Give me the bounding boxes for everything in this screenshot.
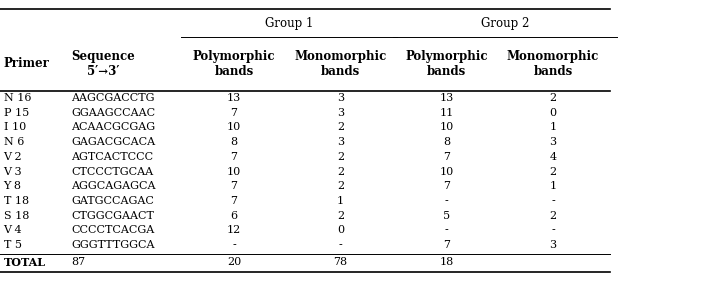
Text: 7: 7 (230, 152, 238, 162)
Text: 3: 3 (549, 240, 557, 250)
Text: 7: 7 (230, 108, 238, 118)
Text: T 18: T 18 (4, 196, 28, 206)
Text: S 18: S 18 (4, 211, 29, 221)
Text: 6: 6 (230, 211, 238, 221)
Text: -: - (445, 225, 449, 236)
Text: N 6: N 6 (4, 137, 24, 147)
Text: 7: 7 (230, 196, 238, 206)
Text: Monomorphic
bands: Monomorphic bands (507, 50, 599, 78)
Text: -: - (338, 240, 342, 250)
Text: 11: 11 (440, 108, 454, 118)
Text: -: - (445, 196, 449, 206)
Text: Group 1: Group 1 (264, 17, 313, 29)
Text: GGAAGCCAAC: GGAAGCCAAC (71, 108, 155, 118)
Text: V 3: V 3 (4, 167, 22, 177)
Text: 2: 2 (549, 167, 557, 177)
Text: AGGCAGAGCA: AGGCAGAGCA (71, 181, 155, 191)
Text: Group 2: Group 2 (481, 17, 530, 29)
Text: 2: 2 (337, 181, 344, 191)
Text: 3: 3 (337, 137, 344, 147)
Text: 87: 87 (71, 257, 85, 267)
Text: Polymorphic
bands: Polymorphic bands (193, 50, 275, 78)
Text: 12: 12 (227, 225, 241, 236)
Text: V 2: V 2 (4, 152, 22, 162)
Text: TOTAL: TOTAL (4, 257, 45, 268)
Text: 10: 10 (440, 122, 454, 132)
Text: V 4: V 4 (4, 225, 22, 236)
Text: 7: 7 (443, 240, 450, 250)
Text: 3: 3 (337, 93, 344, 103)
Text: 10: 10 (440, 167, 454, 177)
Text: 2: 2 (549, 211, 557, 221)
Text: 1: 1 (549, 122, 557, 132)
Text: 8: 8 (230, 137, 238, 147)
Text: 18: 18 (440, 257, 454, 267)
Text: CTGGCGAACT: CTGGCGAACT (71, 211, 154, 221)
Text: CTCCCTGCAA: CTCCCTGCAA (71, 167, 153, 177)
Text: 2: 2 (549, 93, 557, 103)
Text: AGTCACTCCC: AGTCACTCCC (71, 152, 153, 162)
Text: N 16: N 16 (4, 93, 31, 103)
Text: Monomorphic
bands: Monomorphic bands (294, 50, 386, 78)
Text: I 10: I 10 (4, 122, 26, 132)
Text: P 15: P 15 (4, 108, 29, 118)
Text: 2: 2 (337, 167, 344, 177)
Text: 10: 10 (227, 167, 241, 177)
Text: 0: 0 (549, 108, 557, 118)
Text: 20: 20 (227, 257, 241, 267)
Text: Y 8: Y 8 (4, 181, 21, 191)
Text: -: - (551, 196, 555, 206)
Text: AAGCGACCTG: AAGCGACCTG (71, 93, 155, 103)
Text: CCCCTCACGA: CCCCTCACGA (71, 225, 154, 236)
Text: 13: 13 (440, 93, 454, 103)
Text: 2: 2 (337, 122, 344, 132)
Text: GGGTTTGGCA: GGGTTTGGCA (71, 240, 155, 250)
Text: 7: 7 (230, 181, 238, 191)
Text: -: - (551, 225, 555, 236)
Text: Polymorphic
bands: Polymorphic bands (406, 50, 488, 78)
Text: 10: 10 (227, 122, 241, 132)
Text: ACAACGCGAG: ACAACGCGAG (71, 122, 155, 132)
Text: 5: 5 (443, 211, 450, 221)
Text: 1: 1 (549, 181, 557, 191)
Text: 78: 78 (333, 257, 347, 267)
Text: GAGACGCACA: GAGACGCACA (71, 137, 155, 147)
Text: -: - (232, 240, 236, 250)
Text: T 5: T 5 (4, 240, 21, 250)
Text: 7: 7 (443, 152, 450, 162)
Text: 4: 4 (549, 152, 557, 162)
Text: 0: 0 (337, 225, 344, 236)
Text: 3: 3 (549, 137, 557, 147)
Text: GATGCCAGAC: GATGCCAGAC (71, 196, 154, 206)
Text: Primer: Primer (4, 57, 50, 70)
Text: 13: 13 (227, 93, 241, 103)
Text: Sequence
5′→3′: Sequence 5′→3′ (71, 50, 135, 78)
Text: 3: 3 (337, 108, 344, 118)
Text: 1: 1 (337, 196, 344, 206)
Text: 8: 8 (443, 137, 450, 147)
Text: 2: 2 (337, 211, 344, 221)
Text: 2: 2 (337, 152, 344, 162)
Text: 7: 7 (443, 181, 450, 191)
